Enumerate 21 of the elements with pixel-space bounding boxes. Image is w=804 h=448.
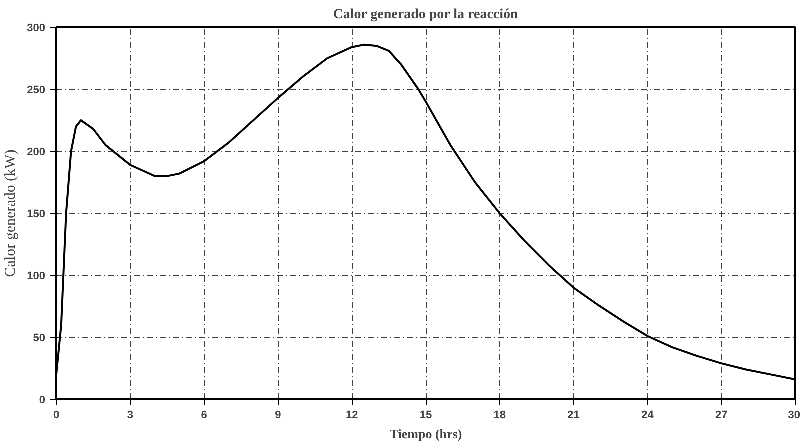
- x-tick-label: 18: [494, 410, 506, 422]
- y-tick-label: 250: [27, 84, 46, 96]
- x-tick-label: 21: [568, 410, 580, 422]
- x-tick-label: 30: [788, 410, 801, 422]
- x-tick-label: 12: [346, 410, 358, 422]
- x-tick-label: 15: [420, 410, 432, 422]
- chart-title: Calor generado por la reacción: [333, 8, 519, 22]
- x-tick-label: 0: [53, 410, 60, 422]
- x-tick-label: 24: [642, 410, 655, 422]
- y-tick-label: 50: [33, 332, 46, 344]
- x-tick-label: 3: [127, 410, 134, 422]
- x-tick-label: 27: [715, 410, 728, 422]
- x-axis-title: Tiempo (hrs): [390, 426, 462, 442]
- y-tick-label: 150: [27, 208, 46, 220]
- y-tick-label: 0: [39, 394, 46, 406]
- y-tick-label: 100: [27, 270, 46, 282]
- y-tick-label: 300: [27, 22, 46, 34]
- x-tick-label: 9: [275, 410, 282, 422]
- y-axis-title: Calor generado (kW): [3, 150, 20, 278]
- x-tick-label: 6: [201, 410, 208, 422]
- y-tick-label: 200: [27, 146, 46, 158]
